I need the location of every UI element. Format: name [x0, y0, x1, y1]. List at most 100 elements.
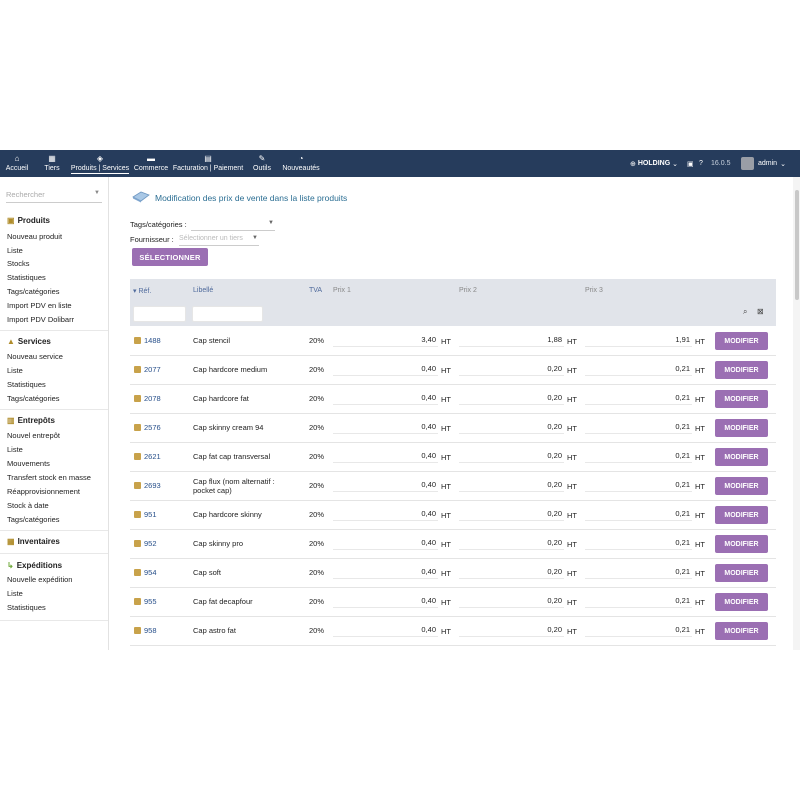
- price3-input[interactable]: 0,21: [585, 594, 692, 608]
- modify-button[interactable]: MODIFIER: [715, 332, 768, 350]
- column-header-label[interactable]: Libellé: [193, 287, 214, 294]
- price3-input[interactable]: 0,21: [585, 478, 692, 492]
- product-ref-link[interactable]: 955: [134, 587, 157, 616]
- nav-billing-payment[interactable]: ▤ Facturation | Paiement: [173, 150, 243, 177]
- price1-input[interactable]: 0,40: [333, 623, 438, 637]
- modify-button[interactable]: MODIFIER: [715, 622, 768, 640]
- modify-button[interactable]: MODIFIER: [715, 477, 768, 495]
- sidebar-link[interactable]: Nouvel entrepôt: [7, 431, 60, 440]
- sidebar-link[interactable]: Liste: [7, 246, 23, 255]
- product-ref-link[interactable]: 2576: [134, 413, 161, 442]
- price2-input[interactable]: 0,20: [459, 449, 564, 463]
- ref-filter-input[interactable]: [133, 306, 186, 322]
- nav-news[interactable]: ◔ Nouveautés: [281, 150, 321, 177]
- nav-products-services[interactable]: ◈ Produits | Services: [70, 150, 130, 177]
- clear-filter-icon[interactable]: ⊠: [757, 307, 764, 316]
- modify-button[interactable]: MODIFIER: [715, 506, 768, 524]
- sidebar-link[interactable]: Stock à date: [7, 501, 49, 510]
- page-scrollbar[interactable]: [793, 177, 800, 650]
- price1-input[interactable]: 0,40: [333, 594, 438, 608]
- sidebar-link[interactable]: Statistiques: [7, 273, 46, 282]
- modify-button[interactable]: MODIFIER: [715, 535, 768, 553]
- price2-input[interactable]: 1,88: [459, 333, 564, 347]
- price3-input[interactable]: 0,21: [585, 420, 692, 434]
- modify-button[interactable]: MODIFIER: [715, 564, 768, 582]
- sidebar-link[interactable]: Statistiques: [7, 603, 46, 612]
- product-ref-link[interactable]: 958: [134, 616, 157, 645]
- scrollbar-thumb[interactable]: [795, 190, 799, 300]
- sidebar-link[interactable]: Liste: [7, 445, 23, 454]
- price2-input[interactable]: 0,20: [459, 420, 564, 434]
- sidebar-link[interactable]: Liste: [7, 589, 23, 598]
- sidebar-link[interactable]: Liste: [7, 366, 23, 375]
- user-menu[interactable]: admin ⌄: [741, 150, 786, 177]
- price2-input[interactable]: 0,20: [459, 536, 564, 550]
- modify-button[interactable]: MODIFIER: [715, 419, 768, 437]
- price1-input[interactable]: 0,40: [333, 565, 438, 579]
- price2-input[interactable]: 0,20: [459, 478, 564, 492]
- sidebar-link[interactable]: Tags/catégories: [7, 287, 60, 296]
- sidebar-link[interactable]: Stocks: [7, 259, 30, 268]
- price1-input[interactable]: 0,40: [333, 420, 438, 434]
- price2-input[interactable]: 0,20: [459, 362, 564, 376]
- sidebar-section-inventories[interactable]: ▦ Inventaires: [7, 537, 60, 546]
- product-ref-link[interactable]: 2078: [134, 384, 161, 413]
- label-filter-input[interactable]: [192, 306, 263, 322]
- sidebar-link[interactable]: Nouveau produit: [7, 232, 63, 241]
- sidebar-link[interactable]: Nouvelle expédition: [7, 575, 73, 584]
- product-ref-link[interactable]: 954: [134, 558, 157, 587]
- select-button[interactable]: SÉLECTIONNER: [132, 248, 208, 266]
- entity-selector[interactable]: ⊕ HOLDING ⌄: [630, 150, 678, 177]
- product-ref-link[interactable]: 2621: [134, 442, 161, 471]
- tags-filter-select[interactable]: ▼: [191, 220, 275, 231]
- nav-tiers[interactable]: ▦ Tiers: [40, 150, 64, 177]
- nav-commerce[interactable]: ▬ Commerce: [133, 150, 169, 177]
- sidebar-link[interactable]: Réapprovisionnement: [7, 487, 80, 496]
- sidebar-link[interactable]: Import PDV en liste: [7, 301, 72, 310]
- price3-input[interactable]: 1,91: [585, 333, 692, 347]
- modify-button[interactable]: MODIFIER: [715, 361, 768, 379]
- price2-input[interactable]: 0,20: [459, 507, 564, 521]
- sidebar-section-shipments[interactable]: ↳ Expéditions: [7, 561, 62, 570]
- price3-input[interactable]: 0,21: [585, 449, 692, 463]
- price3-input[interactable]: 0,21: [585, 507, 692, 521]
- sidebar-link[interactable]: Nouveau service: [7, 352, 63, 361]
- product-ref-link[interactable]: 2693: [134, 471, 161, 500]
- price3-input[interactable]: 0,21: [585, 362, 692, 376]
- sidebar-link[interactable]: Import PDV Dolibarr: [7, 315, 75, 324]
- sidebar-section-products[interactable]: ▣ Produits: [7, 216, 50, 225]
- sidebar-link[interactable]: Statistiques: [7, 380, 46, 389]
- price1-input[interactable]: 0,40: [333, 391, 438, 405]
- price1-input[interactable]: 0,40: [333, 507, 438, 521]
- price1-input[interactable]: 0,40: [333, 362, 438, 376]
- product-ref-link[interactable]: 951: [134, 500, 157, 529]
- price3-input[interactable]: 0,21: [585, 623, 692, 637]
- price1-input[interactable]: 0,40: [333, 536, 438, 550]
- product-ref-link[interactable]: 2077: [134, 355, 161, 384]
- column-header-tva[interactable]: TVA: [309, 287, 323, 294]
- price3-input[interactable]: 0,21: [585, 536, 692, 550]
- supplier-filter-select[interactable]: Sélectionner un tiers ▼: [179, 235, 259, 246]
- product-ref-link[interactable]: 1488: [134, 326, 161, 355]
- nav-tools[interactable]: ✎ Outils: [250, 150, 274, 177]
- search-icon[interactable]: ⌕: [743, 307, 748, 316]
- price3-input[interactable]: 0,21: [585, 391, 692, 405]
- nav-home[interactable]: ⌂ Accueil: [4, 150, 30, 177]
- modify-button[interactable]: MODIFIER: [715, 593, 768, 611]
- price1-input[interactable]: 0,40: [333, 478, 438, 492]
- price2-input[interactable]: 0,20: [459, 623, 564, 637]
- price1-input[interactable]: 0,40: [333, 449, 438, 463]
- sidebar-section-services[interactable]: ▲ Services: [7, 337, 51, 346]
- price2-input[interactable]: 0,20: [459, 565, 564, 579]
- sidebar-search-select[interactable]: Rechercher ▼: [6, 190, 102, 203]
- modify-button[interactable]: MODIFIER: [715, 448, 768, 466]
- help-icon[interactable]: ?: [699, 160, 703, 167]
- sidebar-link[interactable]: Tags/catégories: [7, 515, 60, 524]
- print-icon[interactable]: ▣: [687, 160, 694, 168]
- price3-input[interactable]: 0,21: [585, 565, 692, 579]
- sidebar-link[interactable]: Mouvements: [7, 459, 50, 468]
- column-header-ref[interactable]: ▾ Réf.: [133, 287, 151, 295]
- sidebar-link[interactable]: Tags/catégories: [7, 394, 60, 403]
- price2-input[interactable]: 0,20: [459, 594, 564, 608]
- sidebar-link[interactable]: Transfert stock en masse: [7, 473, 91, 482]
